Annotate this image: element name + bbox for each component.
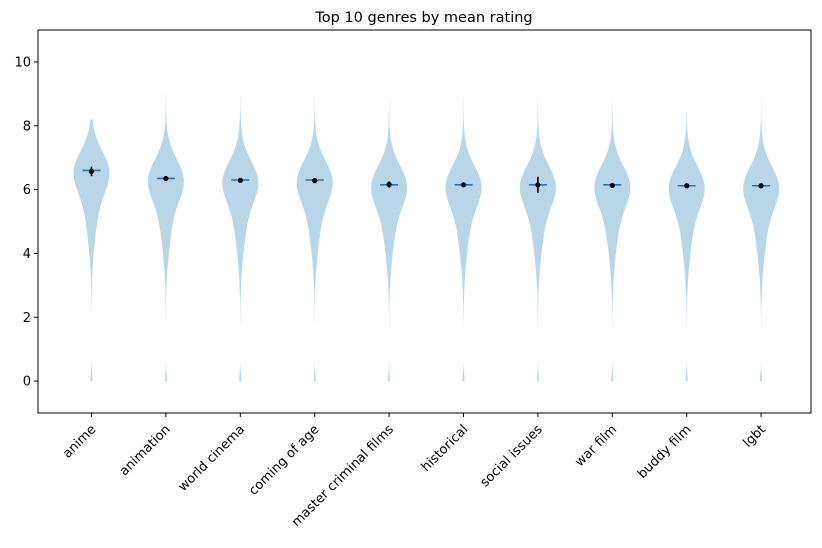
- mean-marker: [386, 181, 392, 188]
- violin-body: [743, 61, 780, 382]
- y-tick-label: 6: [23, 183, 31, 198]
- x-tick-label: war film: [572, 422, 620, 470]
- x-tick-label: social issues: [478, 422, 546, 490]
- x-tick-label: animation: [117, 422, 174, 479]
- violin-body: [519, 93, 556, 382]
- violin-body: [147, 61, 184, 382]
- marker-layer: [82, 166, 771, 193]
- violin-body: [445, 61, 482, 382]
- mean-marker: [609, 182, 615, 189]
- chart-title: Top 10 genres by mean rating: [314, 10, 532, 26]
- mean-marker: [237, 177, 243, 183]
- y-tick-label: 10: [14, 55, 31, 70]
- mean-marker: [460, 182, 467, 188]
- mean-marker: [312, 178, 318, 184]
- y-tick-label: 8: [23, 119, 31, 134]
- mean-marker: [684, 183, 690, 189]
- y-tick-label: 2: [23, 311, 31, 326]
- violin-body: [73, 119, 110, 382]
- x-tick-label: world cinema: [176, 422, 249, 495]
- x-tick-label: lgbt: [740, 422, 768, 450]
- x-tick-label: historical: [419, 422, 472, 475]
- mean-marker: [163, 175, 169, 182]
- mean-marker: [535, 182, 541, 188]
- mean-marker: [88, 168, 95, 174]
- violin-body: [222, 61, 259, 382]
- mean-marker: [758, 183, 764, 189]
- y-axis: 0 2 4 6 8 10: [14, 55, 38, 390]
- x-tick-label: anime: [60, 422, 99, 461]
- violin-body: [371, 61, 408, 382]
- violin-body: [296, 61, 333, 382]
- y-tick-label: 0: [23, 375, 31, 390]
- x-tick-label: coming of age: [246, 422, 322, 498]
- violin-body: [668, 109, 705, 382]
- plot-frame: [37, 29, 812, 414]
- x-tick-label: buddy film: [635, 422, 695, 482]
- violin-body: [594, 61, 631, 382]
- y-tick-label: 4: [23, 247, 31, 262]
- violin-layer: [73, 61, 780, 382]
